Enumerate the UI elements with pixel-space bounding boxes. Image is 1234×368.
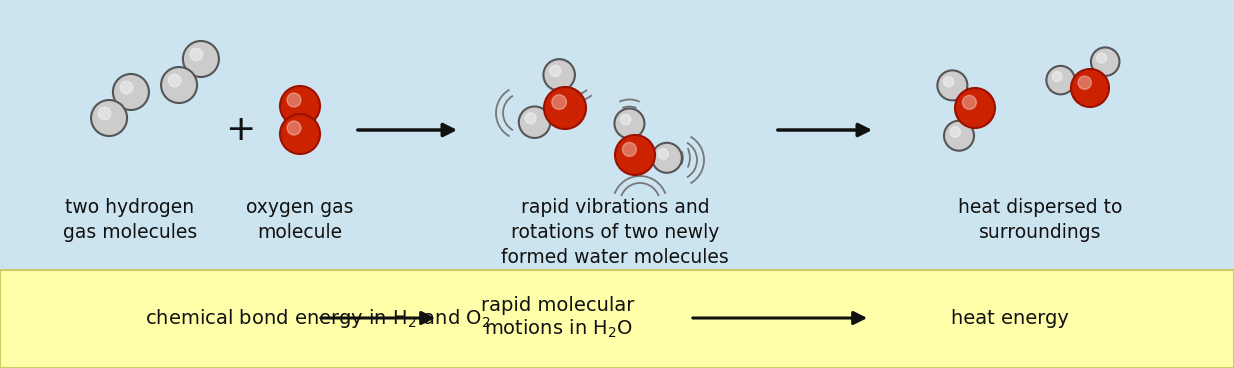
Circle shape [615,135,655,175]
Circle shape [549,66,560,77]
Circle shape [1071,69,1109,107]
Text: rapid vibrations and
rotations of two newly
formed water molecules: rapid vibrations and rotations of two ne… [501,198,729,267]
Circle shape [280,86,320,126]
Circle shape [652,143,682,173]
Circle shape [552,95,566,109]
Circle shape [658,149,669,159]
Circle shape [288,93,301,107]
Circle shape [621,114,631,125]
Circle shape [963,95,976,109]
Text: two hydrogen
gas molecules: two hydrogen gas molecules [63,198,197,242]
Circle shape [955,88,995,128]
Text: heat dispersed to
surroundings: heat dispersed to surroundings [958,198,1122,242]
Circle shape [288,121,301,135]
Circle shape [280,114,320,154]
Circle shape [944,121,974,151]
Circle shape [120,81,133,94]
Circle shape [518,106,550,138]
Circle shape [183,41,218,77]
Circle shape [543,59,575,91]
Text: +: + [225,113,255,147]
Circle shape [544,87,586,129]
Circle shape [168,74,181,87]
Text: rapid molecular
motions in H$_2$O: rapid molecular motions in H$_2$O [481,296,634,340]
Circle shape [114,74,149,110]
Circle shape [938,70,967,100]
Circle shape [1097,53,1107,63]
Text: oxygen gas
molecule: oxygen gas molecule [247,198,354,242]
Bar [0,270,1234,368]
Circle shape [622,142,637,156]
Circle shape [1046,66,1075,94]
Circle shape [526,113,536,124]
Circle shape [99,107,111,120]
Circle shape [190,48,202,61]
Circle shape [615,109,644,138]
Circle shape [162,67,197,103]
Circle shape [1079,76,1091,89]
Text: chemical bond energy in H$_2$ and O$_2$: chemical bond energy in H$_2$ and O$_2$ [146,307,490,329]
Circle shape [91,100,127,136]
Circle shape [1091,47,1119,76]
Circle shape [943,77,954,87]
Circle shape [950,127,960,137]
Circle shape [1053,72,1062,82]
Text: heat energy: heat energy [951,308,1069,328]
